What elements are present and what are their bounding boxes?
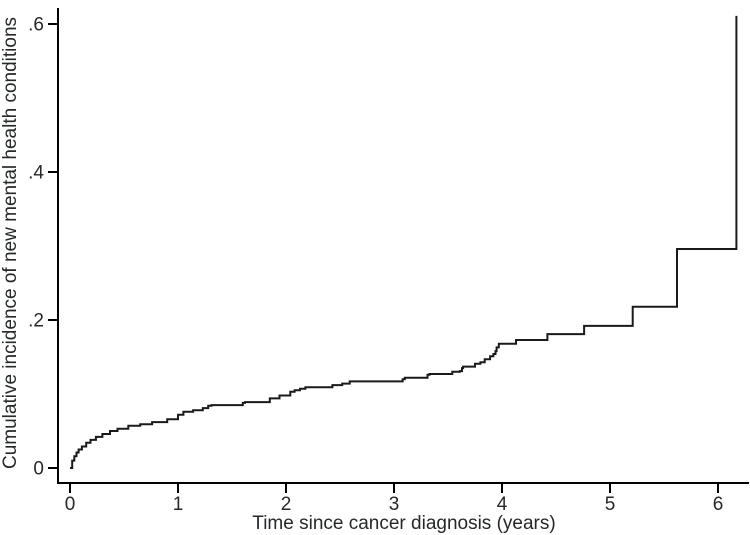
x-axis-title: Time since cancer diagnosis (years) [252,513,555,534]
y-tick-label: .2 [28,311,44,332]
y-axis-title: Cumulative incidence of new mental healt… [0,17,21,469]
x-tick-label: 4 [497,494,508,515]
x-ticks: 0 1 2 3 4 5 6 [65,483,724,515]
y-tick-label: 0 [33,459,44,480]
x-tick-label: 2 [281,494,292,515]
x-tick-label: 0 [65,494,76,515]
x-tick-label: 6 [713,494,724,515]
x-tick-label: 1 [173,494,184,515]
incidence-curve [70,15,738,469]
y-ticks: 0 .2 .4 .6 [28,15,58,480]
x-tick-label: 5 [605,494,616,515]
x-tick-label: 3 [389,494,400,515]
y-tick-label: .6 [28,15,44,36]
y-tick-label: .4 [28,163,44,184]
